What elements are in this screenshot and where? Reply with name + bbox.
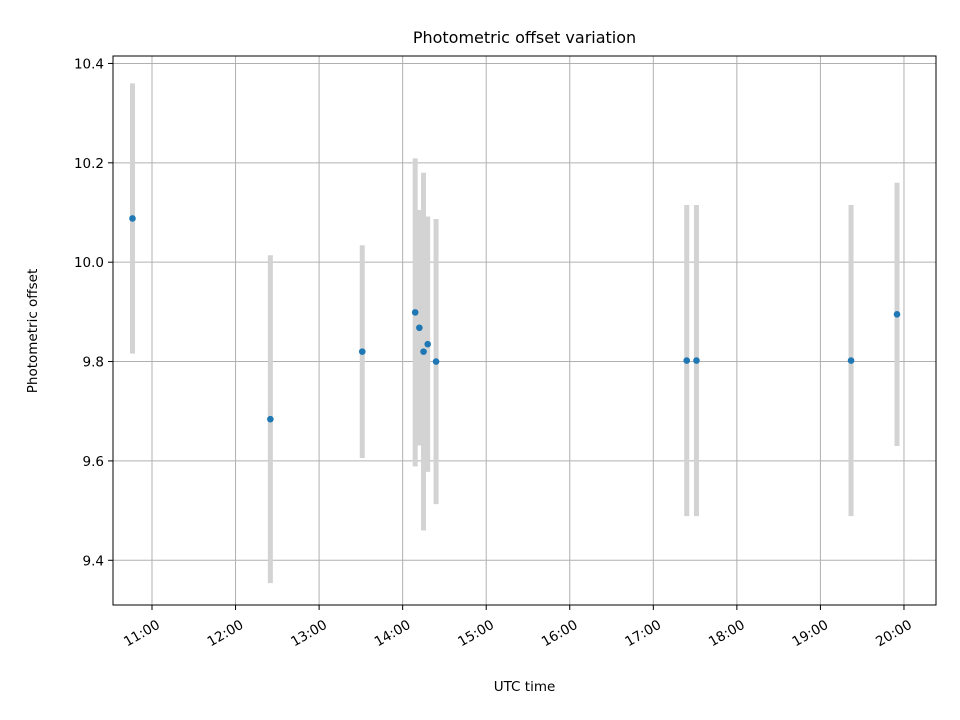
data-points: [129, 215, 901, 423]
plot-area: [113, 56, 936, 605]
data-point: [893, 311, 901, 318]
data-point: [411, 309, 419, 316]
plot-frame: [112, 55, 937, 606]
grid: [113, 56, 936, 605]
y-axis-ticks: 9.4 9.6 9.8 10.0 10.2 10.4: [74, 56, 113, 569]
y-tick-label: 9.4: [83, 553, 104, 569]
data-point: [129, 215, 136, 222]
data-point: [424, 340, 432, 348]
y-tick-label: 10.0: [74, 255, 104, 271]
data-point: [416, 324, 423, 332]
chart-title: Photometric offset variation: [413, 28, 636, 47]
data-point: [432, 358, 440, 365]
y-tick-label: 10.2: [74, 156, 104, 172]
y-tick-label: 9.6: [83, 454, 104, 470]
data-point: [267, 415, 274, 423]
data-point: [693, 357, 700, 364]
data-point: [420, 348, 427, 355]
y-tick-label: 9.8: [83, 355, 104, 371]
y-axis-label: Photometric offset: [25, 269, 41, 393]
y-tick-label: 10.4: [74, 56, 104, 72]
x-axis-label: UTC time: [494, 679, 556, 695]
data-point: [847, 357, 855, 364]
data-point: [358, 348, 366, 355]
data-point: [683, 357, 691, 364]
